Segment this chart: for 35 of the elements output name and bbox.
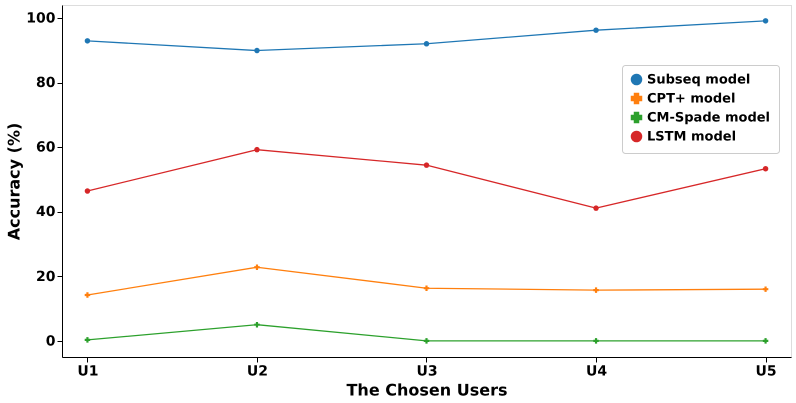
point xyxy=(593,27,599,33)
point xyxy=(593,287,599,293)
x-tick-label: U5 xyxy=(756,364,777,380)
point xyxy=(424,41,430,46)
point xyxy=(424,162,430,168)
y-tick-label: 100 xyxy=(26,10,56,26)
legend-label: CPT+ model xyxy=(647,92,736,106)
x-tick-label: U4 xyxy=(586,364,608,380)
point xyxy=(762,338,768,344)
x-tick-label: U3 xyxy=(416,364,438,380)
point xyxy=(254,264,260,270)
y-tick-label: 40 xyxy=(36,204,56,220)
legend-label: LSTM model xyxy=(647,130,736,144)
point xyxy=(84,38,90,44)
point xyxy=(762,286,768,292)
point xyxy=(593,338,599,344)
x-axis-title: The Chosen Users xyxy=(346,380,508,400)
y-tick-label: 80 xyxy=(36,75,56,92)
point xyxy=(254,322,260,328)
point xyxy=(84,337,90,343)
point xyxy=(762,18,768,24)
point xyxy=(593,205,599,211)
y-axis-title: Accuracy (%) xyxy=(4,122,24,240)
y-tick-label: 20 xyxy=(36,268,56,285)
point xyxy=(254,48,260,54)
point xyxy=(254,146,260,152)
x-tick-label: U2 xyxy=(246,364,268,380)
legend-label: CM-Spade model xyxy=(647,110,770,126)
y-tick-label: 0 xyxy=(46,333,56,350)
legend-label: Subseq model xyxy=(647,72,750,88)
point xyxy=(84,188,90,194)
x-tick-label: U1 xyxy=(77,364,98,380)
point xyxy=(762,166,768,172)
y-tick-label: 60 xyxy=(36,140,56,156)
point xyxy=(424,285,430,291)
